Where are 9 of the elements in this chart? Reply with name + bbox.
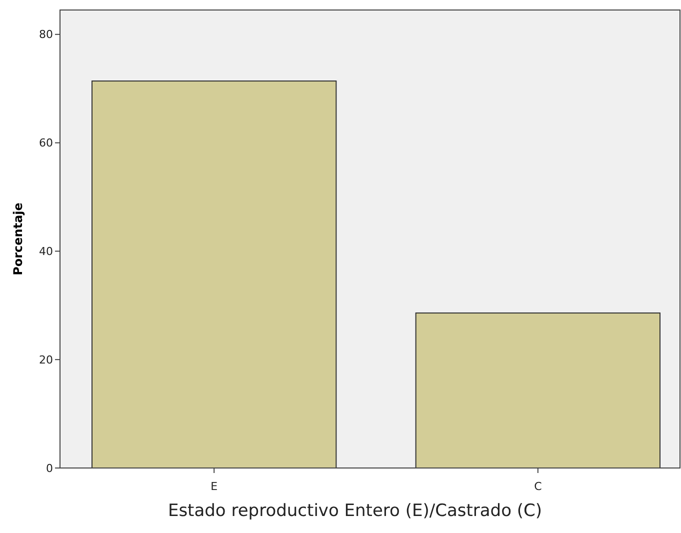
x-tick-label: E xyxy=(210,480,218,493)
y-tick-label: 60 xyxy=(39,136,53,150)
y-tick-label: 40 xyxy=(39,245,53,258)
y-tick-label: 80 xyxy=(39,28,53,42)
y-tick-label: 0 xyxy=(46,462,53,475)
y-tick-label: 20 xyxy=(39,353,53,366)
x-tick-label: C xyxy=(534,480,542,493)
x-axis-title: Estado reproductivo Entero (E)/Castrado (C) xyxy=(168,501,542,521)
y-axis-title: Porcentaje xyxy=(11,202,25,276)
